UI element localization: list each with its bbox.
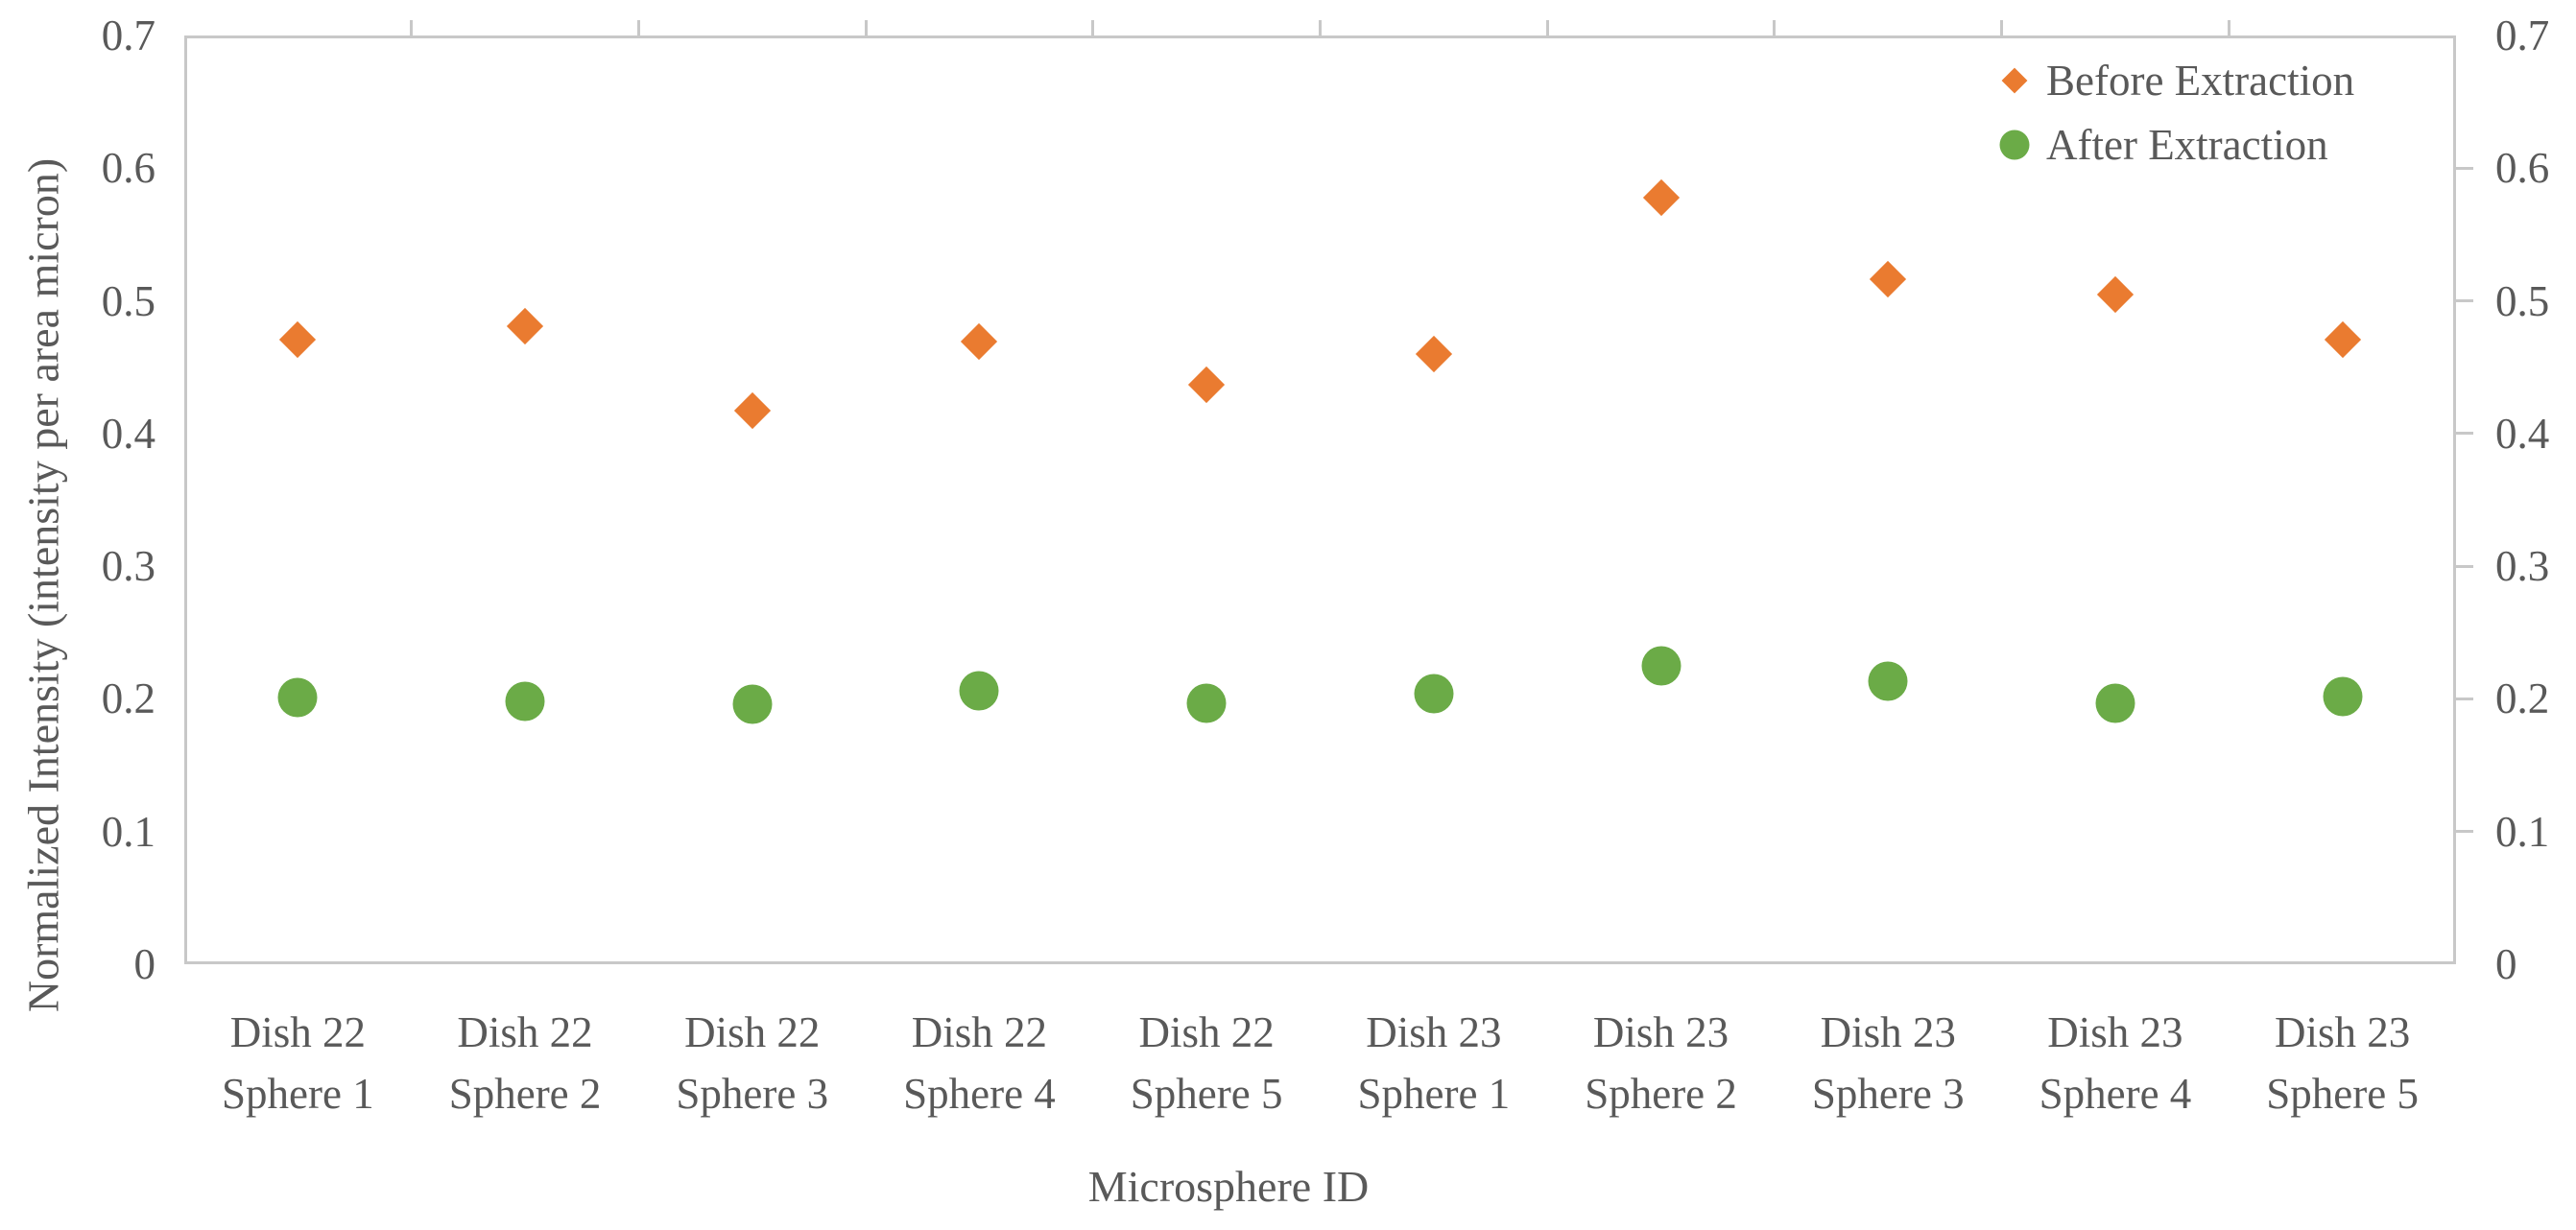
y-tick-label-left: 0.3 [101,542,155,591]
top-axis-tick [1773,20,1777,35]
x-category-label-line2: Sphere 4 [2039,1070,2192,1118]
x-category-label-line1: Dish 22 [1138,1008,1275,1056]
data-point-after-extraction [1868,661,1908,701]
top-axis-tick [864,20,868,35]
y-tick-label-right: 0.6 [2495,144,2550,193]
x-category-label-line1: Dish 23 [2275,1008,2411,1056]
x-category-label-line2: Sphere 2 [1585,1070,1737,1118]
y-tick-label-left: 0.1 [101,807,155,856]
data-point-after-extraction [2095,683,2135,723]
x-category-label: Dish 22 Sphere 1 [163,1002,432,1124]
y-tick-label-left: 0.7 [101,12,155,59]
data-point-after-extraction [1414,674,1454,714]
top-axis-tick [636,20,640,35]
legend-label-after: After Extraction [2046,120,2328,169]
top-axis-tick [410,20,414,35]
y-tick-label-left: 0.5 [101,276,155,325]
top-axis-tick [2000,20,2004,35]
right-axis-tick [2456,830,2473,834]
data-point-after-extraction [1186,683,1227,723]
top-axis-tick [1319,20,1322,35]
y-tick-label-right: 0 [2495,940,2517,988]
y-tick-label-left: 0.4 [101,409,155,458]
top-axis-tick [2227,20,2230,35]
right-axis-tick [2456,432,2473,436]
right-axis-tick [2456,564,2473,568]
legend-label-before: Before Extraction [2046,56,2355,105]
x-category-label-line1: Dish 22 [911,1008,1048,1056]
top-axis-tick [1545,20,1549,35]
circle-icon [1994,125,2035,165]
x-category-label: Dish 22 Sphere 4 [845,1002,1113,1124]
legend-item-before-extraction: Before Extraction [1994,48,2354,112]
x-category-label: Dish 22 Sphere 2 [391,1002,659,1124]
y-tick-label-right: 0.1 [2495,807,2550,856]
plot-area [184,35,2456,964]
data-point-after-extraction [1641,646,1682,686]
x-category-label: Dish 23 Sphere 5 [2208,1002,2477,1124]
x-category-label-line1: Dish 23 [1592,1008,1729,1056]
x-category-label: Dish 22 Sphere 3 [618,1002,887,1124]
legend: Before Extraction After Extraction [1994,48,2354,177]
x-category-label-line2: Sphere 1 [1357,1070,1511,1118]
x-category-label: Dish 23 Sphere 1 [1300,1002,1568,1124]
x-category-label: Dish 23 Sphere 2 [1527,1002,1796,1124]
legend-item-after-extraction: After Extraction [1994,112,2354,177]
x-category-label-line1: Dish 22 [684,1008,821,1056]
x-category-label-line2: Sphere 5 [1130,1070,1283,1118]
y-tick-label-right: 0.3 [2495,542,2550,591]
x-category-label-line2: Sphere 1 [221,1070,374,1118]
x-category-label-line2: Sphere 5 [2266,1070,2419,1118]
x-category-label-line2: Sphere 2 [448,1070,602,1118]
right-axis-tick [2456,299,2473,303]
data-point-after-extraction [2323,676,2363,717]
y-tick-label-right: 0.5 [2495,276,2550,325]
y-tick-label-right: 0.2 [2495,674,2550,723]
x-category-label-line1: Dish 22 [229,1008,366,1056]
y-tick-label-right: 0.7 [2495,12,2550,59]
y-tick-label-left: 0 [133,940,156,988]
y-tick-label-left: 0.2 [101,674,155,723]
x-axis-title: Microsphere ID [1087,1162,1370,1211]
y-tick-label-left: 0.6 [101,144,155,193]
x-category-label-line1: Dish 23 [1366,1008,1502,1056]
diamond-icon [1994,60,2035,101]
x-category-label-line2: Sphere 3 [1811,1070,1965,1118]
x-category-label-line1: Dish 23 [1820,1008,1956,1056]
data-point-after-extraction [505,681,545,721]
x-category-label: Dish 23 Sphere 3 [1753,1002,2022,1124]
y-tick-label-right: 0.4 [2495,409,2550,458]
x-category-label-line1: Dish 22 [457,1008,593,1056]
x-category-label-line2: Sphere 4 [903,1070,1056,1118]
x-category-label: Dish 23 Sphere 4 [1981,1002,2250,1124]
right-axis-tick [2456,697,2473,700]
x-category-label: Dish 22 Sphere 5 [1072,1002,1341,1124]
x-category-label-line1: Dish 23 [2047,1008,2183,1056]
data-point-after-extraction [277,677,318,718]
x-category-label-line2: Sphere 3 [676,1070,829,1118]
data-point-after-extraction [732,684,773,724]
top-axis-tick [1091,20,1095,35]
data-point-after-extraction [959,671,999,711]
right-axis-tick [2456,166,2473,170]
